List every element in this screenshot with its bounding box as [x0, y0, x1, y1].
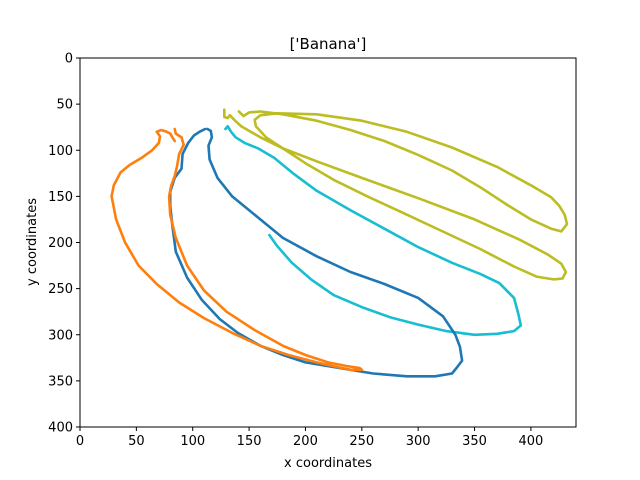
y-tick-label: 300	[48, 328, 73, 343]
y-tick-label: 200	[48, 236, 73, 251]
series-line-0	[223, 108, 569, 281]
y-tick-label: 50	[56, 98, 73, 113]
x-tick-label: 250	[349, 434, 374, 449]
x-axis-label: x coordinates	[284, 456, 372, 471]
y-axis-label: y coordinates	[25, 198, 40, 286]
x-tick-label: 0	[76, 434, 84, 449]
x-tick-label: 200	[293, 434, 318, 449]
x-axis-ticks: 0 50 100 150 200 250 300 350 400	[76, 427, 543, 449]
x-tick-label: 100	[180, 434, 205, 449]
y-tick-label: 100	[48, 144, 73, 159]
chart-title: ['Banana']	[290, 35, 367, 53]
series-line-1	[224, 125, 523, 337]
x-tick-label: 400	[518, 434, 543, 449]
y-tick-label: 400	[48, 421, 73, 436]
y-tick-label: 250	[48, 282, 73, 297]
plot-frame	[79, 57, 577, 428]
y-tick-label: 150	[48, 190, 73, 205]
x-tick-label: 350	[462, 434, 487, 449]
x-tick-label: 300	[406, 434, 431, 449]
x-tick-label: 150	[237, 434, 262, 449]
series-line-3	[110, 127, 364, 372]
y-axis-ticks: 0 50 100 150 200 250 300 350 400	[48, 52, 80, 436]
x-tick-label: 50	[128, 434, 145, 449]
y-tick-label: 350	[48, 374, 73, 389]
series-line-2	[168, 127, 464, 378]
plot-lines	[110, 108, 569, 378]
y-tick-label: 0	[65, 52, 73, 67]
